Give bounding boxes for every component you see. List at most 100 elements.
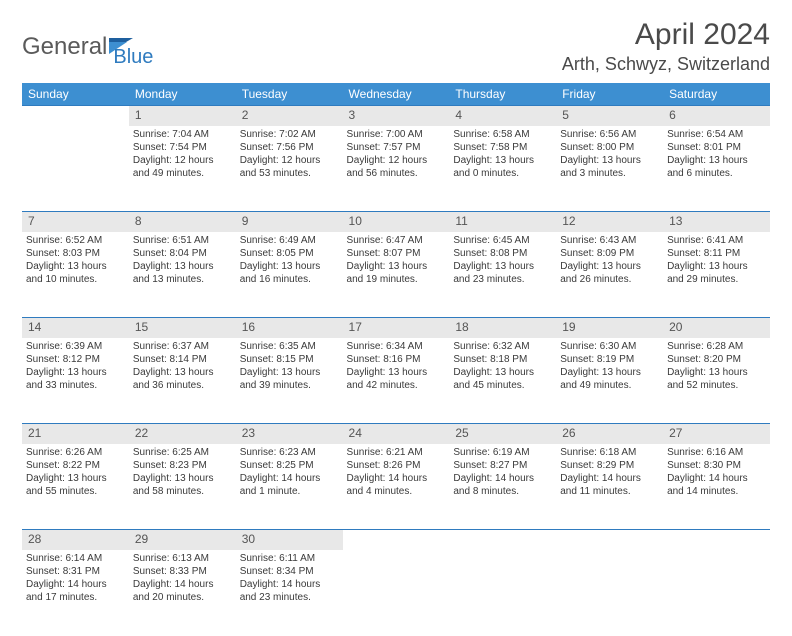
sunrise-text: Sunrise: 6:41 AM bbox=[667, 234, 766, 247]
day-number-cell: 18 bbox=[449, 318, 556, 338]
day-number-cell bbox=[556, 530, 663, 550]
calendar-body: 123456Sunrise: 7:04 AMSunset: 7:54 PMDay… bbox=[22, 106, 770, 636]
data-row: Sunrise: 6:26 AMSunset: 8:22 PMDaylight:… bbox=[22, 444, 770, 530]
daylight-text: Daylight: 13 hours bbox=[560, 366, 659, 379]
weekday-header: Thursday bbox=[449, 83, 556, 106]
day-data-cell: Sunrise: 6:18 AMSunset: 8:29 PMDaylight:… bbox=[556, 444, 663, 530]
daylight-text: and 36 minutes. bbox=[133, 379, 232, 392]
day-number: 16 bbox=[242, 320, 255, 334]
day-number-cell: 6 bbox=[663, 106, 770, 126]
logo-text-blue: Blue bbox=[113, 46, 153, 69]
data-row: Sunrise: 6:52 AMSunset: 8:03 PMDaylight:… bbox=[22, 232, 770, 318]
daylight-text: and 0 minutes. bbox=[453, 167, 552, 180]
sunset-text: Sunset: 8:34 PM bbox=[240, 565, 339, 578]
daylight-text: Daylight: 14 hours bbox=[347, 472, 446, 485]
day-data-cell: Sunrise: 6:39 AMSunset: 8:12 PMDaylight:… bbox=[22, 338, 129, 424]
sunset-text: Sunset: 8:08 PM bbox=[453, 247, 552, 260]
sunrise-text: Sunrise: 6:34 AM bbox=[347, 340, 446, 353]
day-number-cell: 21 bbox=[22, 424, 129, 444]
daylight-text: and 26 minutes. bbox=[560, 273, 659, 286]
day-number-cell: 23 bbox=[236, 424, 343, 444]
sunrise-text: Sunrise: 6:35 AM bbox=[240, 340, 339, 353]
day-data-cell: Sunrise: 6:51 AMSunset: 8:04 PMDaylight:… bbox=[129, 232, 236, 318]
daylight-text: and 16 minutes. bbox=[240, 273, 339, 286]
sunrise-text: Sunrise: 6:54 AM bbox=[667, 128, 766, 141]
day-number: 30 bbox=[242, 532, 255, 546]
daylight-text: and 56 minutes. bbox=[347, 167, 446, 180]
sunset-text: Sunset: 8:12 PM bbox=[26, 353, 125, 366]
data-row: Sunrise: 6:39 AMSunset: 8:12 PMDaylight:… bbox=[22, 338, 770, 424]
day-number: 21 bbox=[28, 426, 41, 440]
sunrise-text: Sunrise: 7:04 AM bbox=[133, 128, 232, 141]
day-data-cell: Sunrise: 6:49 AMSunset: 8:05 PMDaylight:… bbox=[236, 232, 343, 318]
day-data-cell: Sunrise: 6:41 AMSunset: 8:11 PMDaylight:… bbox=[663, 232, 770, 318]
sunrise-text: Sunrise: 6:43 AM bbox=[560, 234, 659, 247]
day-data-cell: Sunrise: 6:21 AMSunset: 8:26 PMDaylight:… bbox=[343, 444, 450, 530]
day-number-cell: 24 bbox=[343, 424, 450, 444]
daynum-row: 21222324252627 bbox=[22, 424, 770, 444]
daylight-text: and 29 minutes. bbox=[667, 273, 766, 286]
sunrise-text: Sunrise: 6:37 AM bbox=[133, 340, 232, 353]
sunset-text: Sunset: 8:05 PM bbox=[240, 247, 339, 260]
sunrise-text: Sunrise: 6:32 AM bbox=[453, 340, 552, 353]
daylight-text: and 4 minutes. bbox=[347, 485, 446, 498]
day-data-cell bbox=[663, 550, 770, 636]
sunrise-text: Sunrise: 6:30 AM bbox=[560, 340, 659, 353]
daylight-text: Daylight: 13 hours bbox=[26, 260, 125, 273]
daylight-text: and 23 minutes. bbox=[240, 591, 339, 604]
day-number-cell: 25 bbox=[449, 424, 556, 444]
weekday-header: Sunday bbox=[22, 83, 129, 106]
sunrise-text: Sunrise: 6:45 AM bbox=[453, 234, 552, 247]
day-number: 15 bbox=[135, 320, 148, 334]
day-data-cell: Sunrise: 6:56 AMSunset: 8:00 PMDaylight:… bbox=[556, 126, 663, 212]
daylight-text: Daylight: 13 hours bbox=[560, 260, 659, 273]
day-number: 17 bbox=[349, 320, 362, 334]
sunrise-text: Sunrise: 6:47 AM bbox=[347, 234, 446, 247]
daylight-text: Daylight: 13 hours bbox=[560, 154, 659, 167]
sunset-text: Sunset: 8:03 PM bbox=[26, 247, 125, 260]
sunset-text: Sunset: 8:20 PM bbox=[667, 353, 766, 366]
day-number-cell: 13 bbox=[663, 212, 770, 232]
day-data-cell: Sunrise: 6:32 AMSunset: 8:18 PMDaylight:… bbox=[449, 338, 556, 424]
daylight-text: Daylight: 14 hours bbox=[240, 578, 339, 591]
sunset-text: Sunset: 8:01 PM bbox=[667, 141, 766, 154]
day-number-cell: 30 bbox=[236, 530, 343, 550]
daylight-text: and 13 minutes. bbox=[133, 273, 232, 286]
daylight-text: Daylight: 14 hours bbox=[26, 578, 125, 591]
page-title: April 2024 bbox=[562, 18, 770, 52]
sunset-text: Sunset: 8:09 PM bbox=[560, 247, 659, 260]
sunset-text: Sunset: 8:26 PM bbox=[347, 459, 446, 472]
weekday-header: Monday bbox=[129, 83, 236, 106]
day-number-cell: 27 bbox=[663, 424, 770, 444]
weekday-header: Saturday bbox=[663, 83, 770, 106]
day-data-cell: Sunrise: 6:54 AMSunset: 8:01 PMDaylight:… bbox=[663, 126, 770, 212]
day-data-cell: Sunrise: 6:37 AMSunset: 8:14 PMDaylight:… bbox=[129, 338, 236, 424]
day-number: 12 bbox=[562, 214, 575, 228]
daylight-text: and 3 minutes. bbox=[560, 167, 659, 180]
sunrise-text: Sunrise: 6:51 AM bbox=[133, 234, 232, 247]
sunrise-text: Sunrise: 6:19 AM bbox=[453, 446, 552, 459]
data-row: Sunrise: 7:04 AMSunset: 7:54 PMDaylight:… bbox=[22, 126, 770, 212]
weekday-header: Wednesday bbox=[343, 83, 450, 106]
sunrise-text: Sunrise: 6:11 AM bbox=[240, 552, 339, 565]
daylight-text: Daylight: 14 hours bbox=[133, 578, 232, 591]
sunset-text: Sunset: 8:16 PM bbox=[347, 353, 446, 366]
day-number: 6 bbox=[669, 108, 676, 122]
daylight-text: and 8 minutes. bbox=[453, 485, 552, 498]
day-number-cell bbox=[22, 106, 129, 126]
sunset-text: Sunset: 8:25 PM bbox=[240, 459, 339, 472]
day-number: 22 bbox=[135, 426, 148, 440]
sunset-text: Sunset: 8:23 PM bbox=[133, 459, 232, 472]
day-data-cell: Sunrise: 7:02 AMSunset: 7:56 PMDaylight:… bbox=[236, 126, 343, 212]
day-number: 13 bbox=[669, 214, 682, 228]
day-data-cell: Sunrise: 6:34 AMSunset: 8:16 PMDaylight:… bbox=[343, 338, 450, 424]
sunrise-text: Sunrise: 6:52 AM bbox=[26, 234, 125, 247]
daylight-text: Daylight: 14 hours bbox=[667, 472, 766, 485]
daylight-text: and 20 minutes. bbox=[133, 591, 232, 604]
day-data-cell: Sunrise: 6:23 AMSunset: 8:25 PMDaylight:… bbox=[236, 444, 343, 530]
data-row: Sunrise: 6:14 AMSunset: 8:31 PMDaylight:… bbox=[22, 550, 770, 636]
day-number: 14 bbox=[28, 320, 41, 334]
day-data-cell: Sunrise: 6:16 AMSunset: 8:30 PMDaylight:… bbox=[663, 444, 770, 530]
daynum-row: 282930 bbox=[22, 530, 770, 550]
sunset-text: Sunset: 7:58 PM bbox=[453, 141, 552, 154]
